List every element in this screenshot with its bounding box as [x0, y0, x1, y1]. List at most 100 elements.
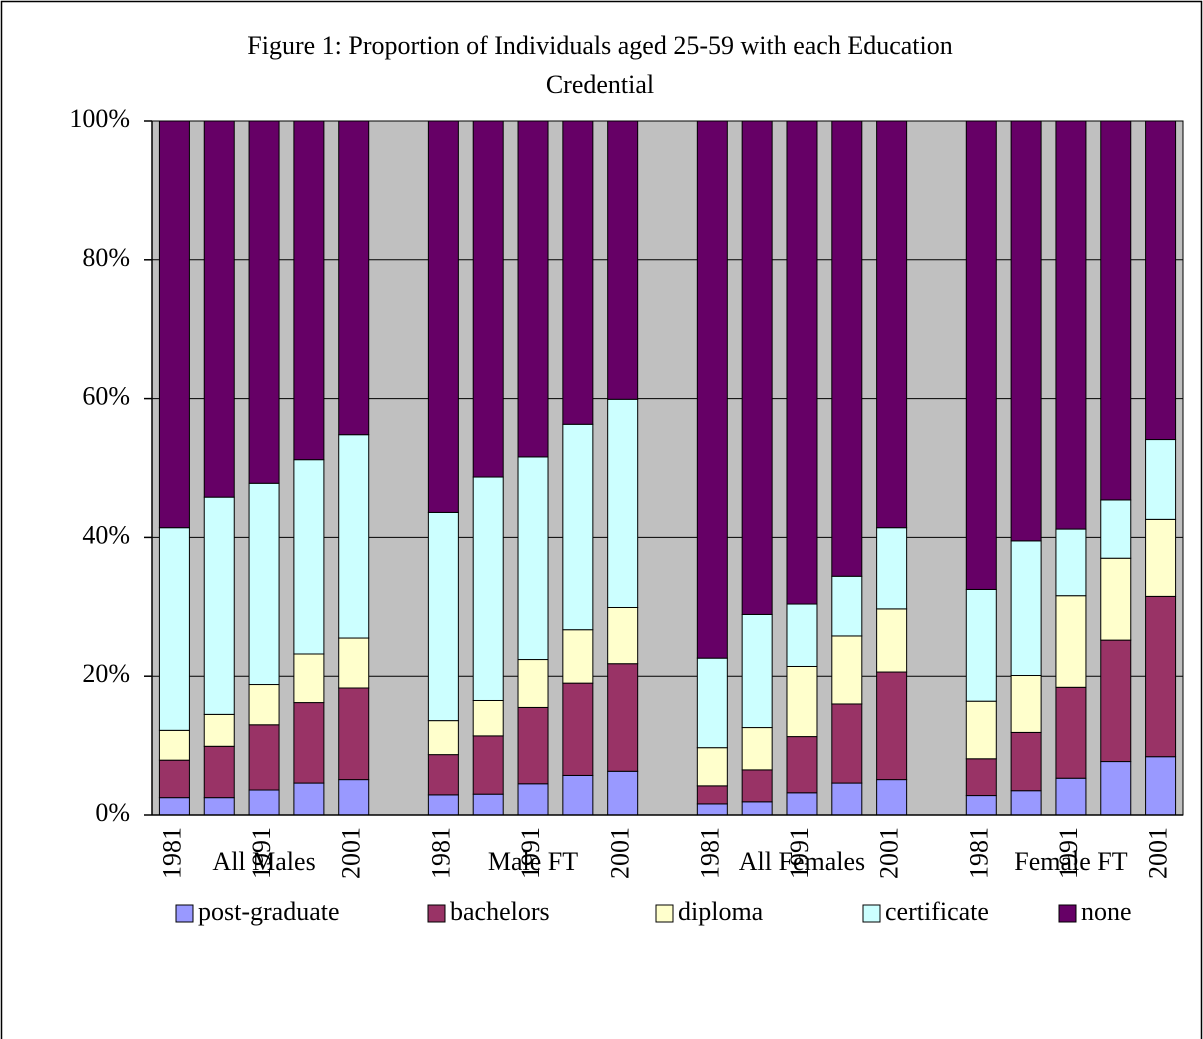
- bar-segment: [158, 797, 190, 816]
- bar-segment: [1010, 675, 1042, 733]
- bar-segment: [562, 682, 594, 776]
- y-tick-label: 60%: [82, 382, 130, 411]
- group-label: All Males: [212, 847, 315, 876]
- x-tick-label: 1981: [426, 827, 455, 879]
- bar-segment: [1100, 557, 1132, 641]
- bar-segment: [338, 120, 370, 436]
- bar-segment: [248, 789, 280, 816]
- bar-segment: [696, 785, 728, 805]
- legend-label: none: [1081, 897, 1132, 926]
- x-tick-label: 1981: [695, 827, 724, 879]
- bar-segment: [158, 527, 190, 731]
- bar-segment: [607, 770, 639, 816]
- bar-segment: [562, 629, 594, 684]
- bar-segment: [338, 687, 370, 781]
- y-tick-label: 0%: [95, 798, 130, 827]
- bar-segment: [472, 476, 504, 701]
- bar-segment: [696, 120, 728, 659]
- legend-swatch: [427, 904, 446, 923]
- bar-segment: [1145, 756, 1177, 816]
- legend-label: bachelors: [450, 897, 550, 926]
- bar-segment: [831, 120, 863, 577]
- bar-segment: [203, 745, 235, 799]
- bar-segment: [1055, 120, 1087, 530]
- bar-segment: [786, 736, 818, 794]
- bar-segment: [562, 423, 594, 631]
- bar-segment: [1010, 731, 1042, 792]
- bar-segment: [472, 793, 504, 816]
- bar-segment: [965, 120, 997, 590]
- bar-segment: [427, 120, 459, 513]
- bar-segment: [1055, 686, 1087, 779]
- bar-segment: [1055, 528, 1087, 597]
- chart-title: Figure 1: Proportion of Individuals aged…: [247, 31, 952, 60]
- legend-swatch: [1058, 904, 1077, 923]
- bar-segment: [158, 729, 190, 761]
- y-tick-label: 20%: [82, 659, 130, 688]
- group-label: Female FT: [1014, 847, 1127, 876]
- bar-segment: [876, 608, 908, 673]
- bar-segment: [876, 120, 908, 529]
- bar-segment: [607, 606, 639, 665]
- bar-segment: [786, 603, 818, 667]
- bar-segment: [1100, 120, 1132, 501]
- bar-segment: [786, 792, 818, 816]
- bar-segment: [517, 659, 549, 708]
- bar-segment: [293, 459, 325, 655]
- x-tick-label: 2001: [337, 827, 366, 879]
- bar-segment: [248, 724, 280, 791]
- bar-segment: [876, 527, 908, 610]
- bar-segment: [293, 702, 325, 784]
- chart-subtitle: Credential: [546, 70, 654, 99]
- group-label: All Females: [739, 847, 865, 876]
- x-tick-label: 2001: [875, 827, 904, 879]
- y-tick-label: 40%: [82, 520, 130, 549]
- bar-segment: [248, 120, 280, 484]
- bar-segment: [696, 657, 728, 749]
- bar-segment: [741, 769, 773, 803]
- legend-label: certificate: [885, 897, 989, 926]
- bar-segment: [696, 747, 728, 787]
- bar-segment: [741, 613, 773, 729]
- bar-segment: [741, 801, 773, 816]
- bar-segment: [1145, 439, 1177, 520]
- bar-segment: [1100, 499, 1132, 559]
- bar-segment: [203, 120, 235, 498]
- bar-segment: [1055, 595, 1087, 688]
- bar-segment: [607, 663, 639, 772]
- bar-segment: [248, 684, 280, 726]
- bar-segment: [293, 120, 325, 461]
- bar-segment: [158, 759, 190, 799]
- group-label: Male FT: [488, 847, 578, 876]
- bar-segment: [1010, 540, 1042, 677]
- bar-segment: [338, 779, 370, 816]
- bar-segment: [562, 774, 594, 816]
- bar-segment: [472, 120, 504, 478]
- bar-segment: [338, 637, 370, 689]
- legend-swatch: [862, 904, 881, 923]
- legend-swatch: [655, 904, 674, 923]
- bar-segment: [427, 511, 459, 722]
- bar-segment: [517, 706, 549, 785]
- x-tick-label: 1991: [1054, 827, 1083, 879]
- legend-label: diploma: [678, 897, 764, 926]
- bar-segment: [965, 700, 997, 760]
- bar-segment: [158, 120, 190, 529]
- bar-segment: [203, 713, 235, 747]
- bar-segment: [1100, 761, 1132, 816]
- x-tick-label: 1991: [785, 827, 814, 879]
- bar-segment: [741, 120, 773, 615]
- bar-segment: [427, 794, 459, 816]
- bar-segment: [965, 758, 997, 797]
- x-tick-label: 1991: [247, 827, 276, 879]
- bar-segment: [786, 665, 818, 738]
- bar-segment: [338, 434, 370, 639]
- bar-segment: [517, 783, 549, 816]
- bar-segment: [831, 575, 863, 637]
- bar-segment: [293, 653, 325, 704]
- bar-segment: [203, 797, 235, 816]
- bar-segment: [831, 703, 863, 784]
- bar-segment: [427, 754, 459, 796]
- bar-segment: [965, 795, 997, 816]
